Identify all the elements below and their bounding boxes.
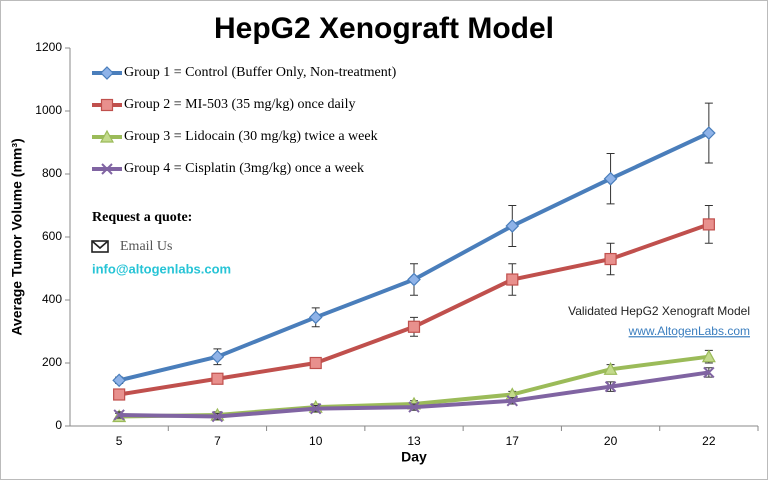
y-tick-label: 1200	[35, 40, 62, 54]
email-link[interactable]: Email Us	[120, 239, 173, 254]
marker	[505, 219, 520, 233]
y-tick-label: 800	[42, 166, 62, 180]
series	[113, 366, 715, 423]
marker	[506, 273, 519, 286]
y-tick-label: 600	[42, 229, 62, 243]
marker	[310, 402, 322, 415]
x-axis-label: Day	[401, 449, 427, 465]
series	[113, 205, 715, 401]
series	[112, 102, 716, 388]
marker	[604, 252, 617, 266]
marker	[112, 373, 126, 388]
y-tick-label: 200	[42, 355, 62, 369]
marker	[407, 320, 421, 333]
marker	[100, 66, 114, 80]
x-tick-label: 13	[407, 434, 421, 448]
marker	[603, 362, 618, 375]
marker	[211, 410, 224, 423]
email-icon[interactable]	[91, 240, 109, 253]
legend-label: Group 1 = Control (Buffer Only, Non-trea…	[124, 65, 397, 80]
marker	[702, 126, 716, 140]
marker	[408, 401, 420, 413]
marker	[210, 349, 225, 364]
marker	[701, 349, 716, 363]
marker	[99, 129, 115, 143]
marker	[308, 310, 323, 325]
marker	[407, 272, 421, 287]
marker	[211, 372, 224, 385]
marker	[113, 409, 125, 421]
y-axis-label: Average Tumor Volume (mm³)	[9, 138, 25, 335]
y-tick-label: 0	[55, 418, 62, 432]
email-address[interactable]: info@altogenlabs.com	[92, 261, 231, 276]
envelope-flap[interactable]	[91, 240, 109, 250]
envelope[interactable]	[91, 240, 109, 253]
legend-label: Group 3 = Lidocain (30 mg/kg) twice a we…	[124, 129, 378, 144]
marker	[309, 356, 322, 370]
marker	[101, 163, 113, 175]
y-tick-label: 400	[42, 292, 62, 306]
x-tick-label: 17	[506, 434, 520, 448]
marker	[603, 171, 618, 186]
x-tick-label: 22	[702, 434, 716, 448]
validated-note: Validated HepG2 Xenograft Model	[568, 304, 750, 318]
x-tick-label: 10	[309, 434, 323, 448]
website-link[interactable]: www.AltogenLabs.com	[628, 324, 750, 338]
marker	[113, 388, 126, 401]
marker	[702, 218, 715, 231]
x-tick-label: 5	[116, 434, 123, 448]
x-tick-label: 7	[214, 434, 221, 448]
legend-label: Group 4 = Cisplatin (3mg/kg) once a week	[124, 161, 364, 176]
marker	[506, 395, 518, 407]
chart-title: HepG2 Xenograft Model	[214, 12, 554, 45]
quote-label: Request a quote:	[92, 210, 192, 225]
marker	[703, 366, 715, 379]
y-tick-label: 1000	[35, 103, 62, 117]
marker	[100, 98, 114, 112]
legend-label: Group 2 = MI-503 (35 mg/kg) once daily	[124, 97, 355, 112]
x-tick-label: 20	[604, 434, 618, 448]
marker	[604, 380, 617, 393]
